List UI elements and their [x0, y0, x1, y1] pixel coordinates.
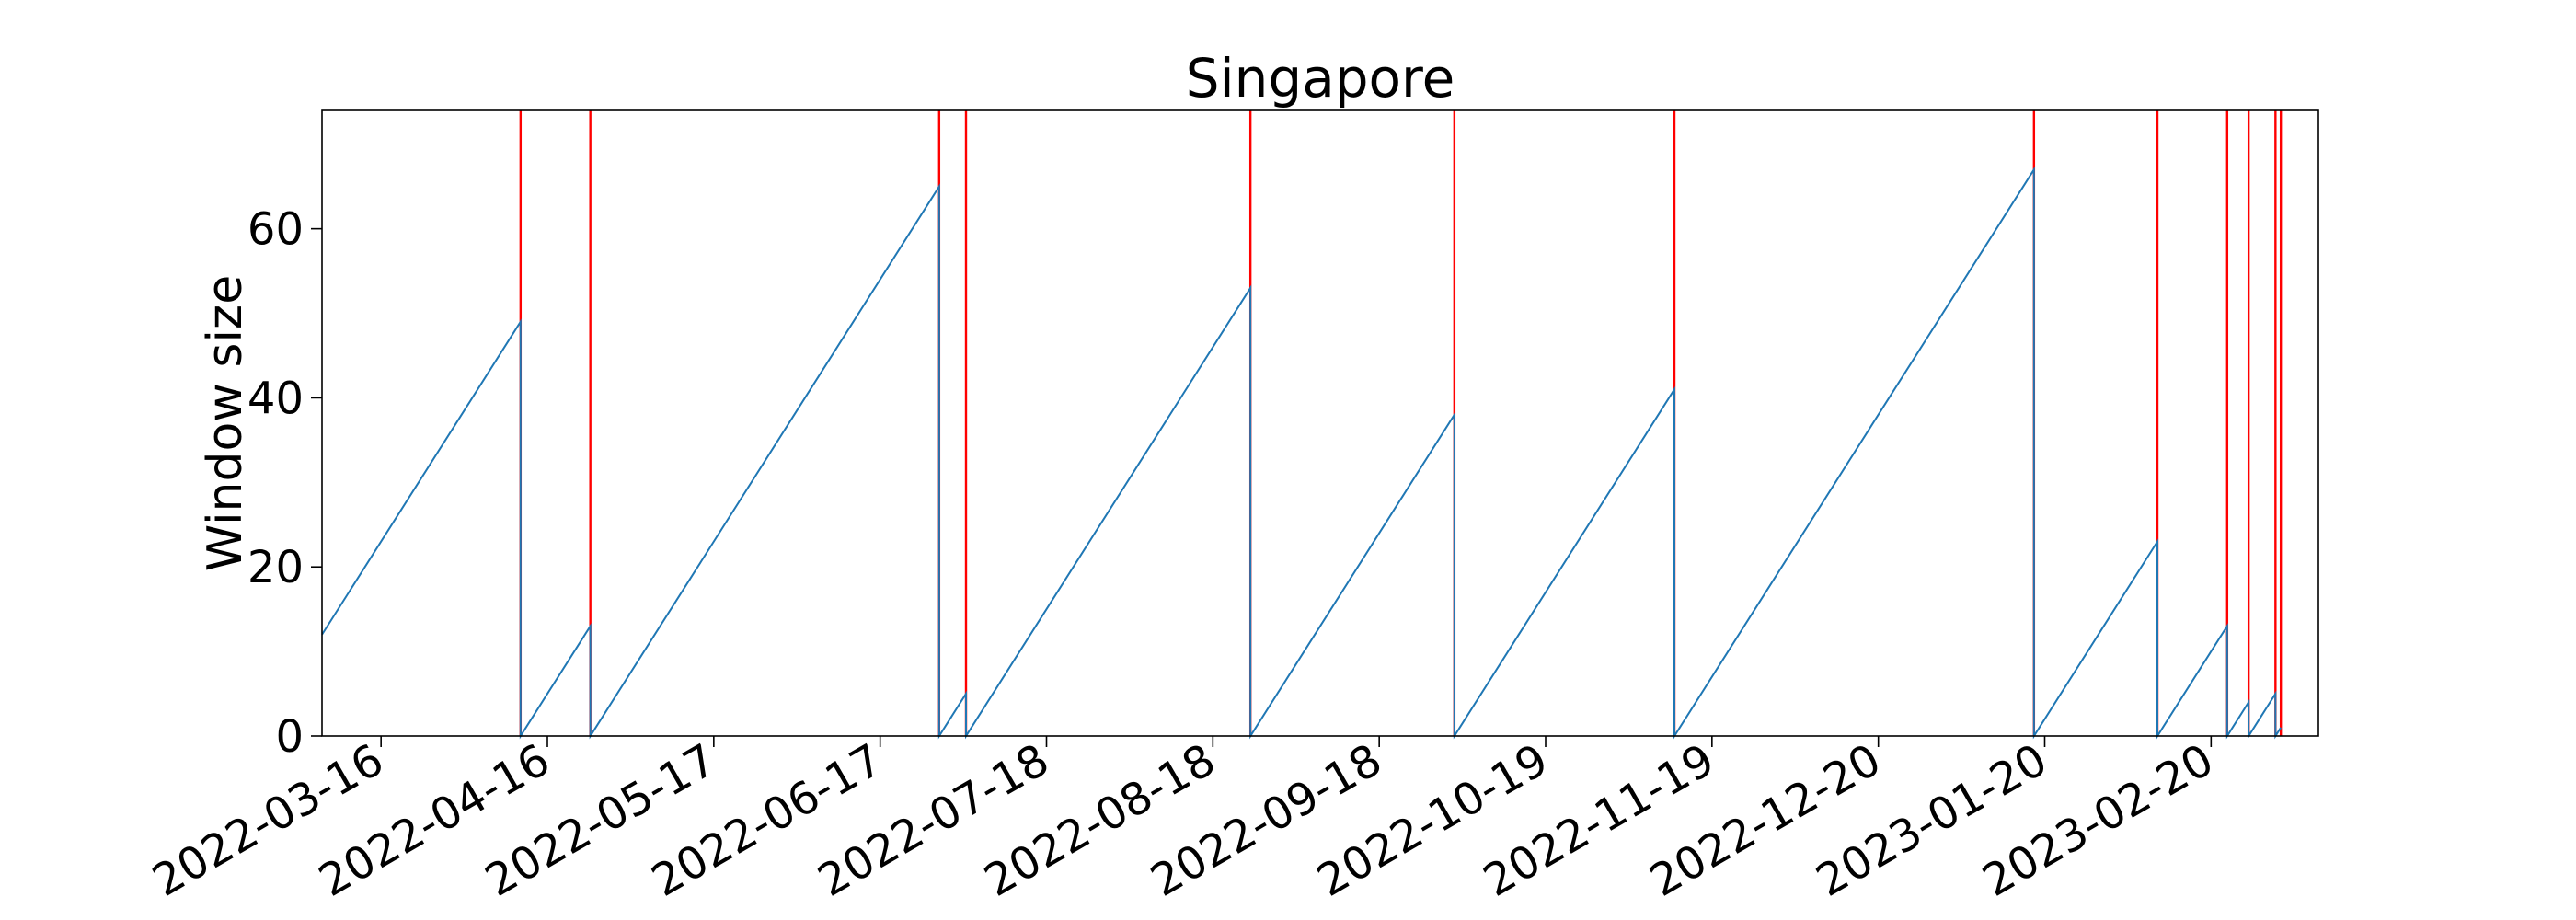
y-tick-label: 20	[247, 542, 304, 593]
series-line-0	[321, 166, 2283, 740]
y-tick-label: 0	[275, 711, 304, 763]
plot-area	[321, 109, 2319, 740]
y-axis-label: Window size	[198, 275, 253, 571]
y-tick-label: 60	[247, 204, 304, 256]
x-axis: 2022-03-162022-04-162022-05-172022-06-17…	[144, 734, 2223, 907]
reset-lines	[519, 110, 2283, 736]
series-layer	[321, 166, 2283, 740]
y-tick-label: 40	[247, 373, 304, 424]
chart-title: Singapore	[1186, 47, 1455, 109]
plot-frame	[321, 109, 2319, 737]
y-axis: 0 20 40 60	[247, 204, 322, 763]
